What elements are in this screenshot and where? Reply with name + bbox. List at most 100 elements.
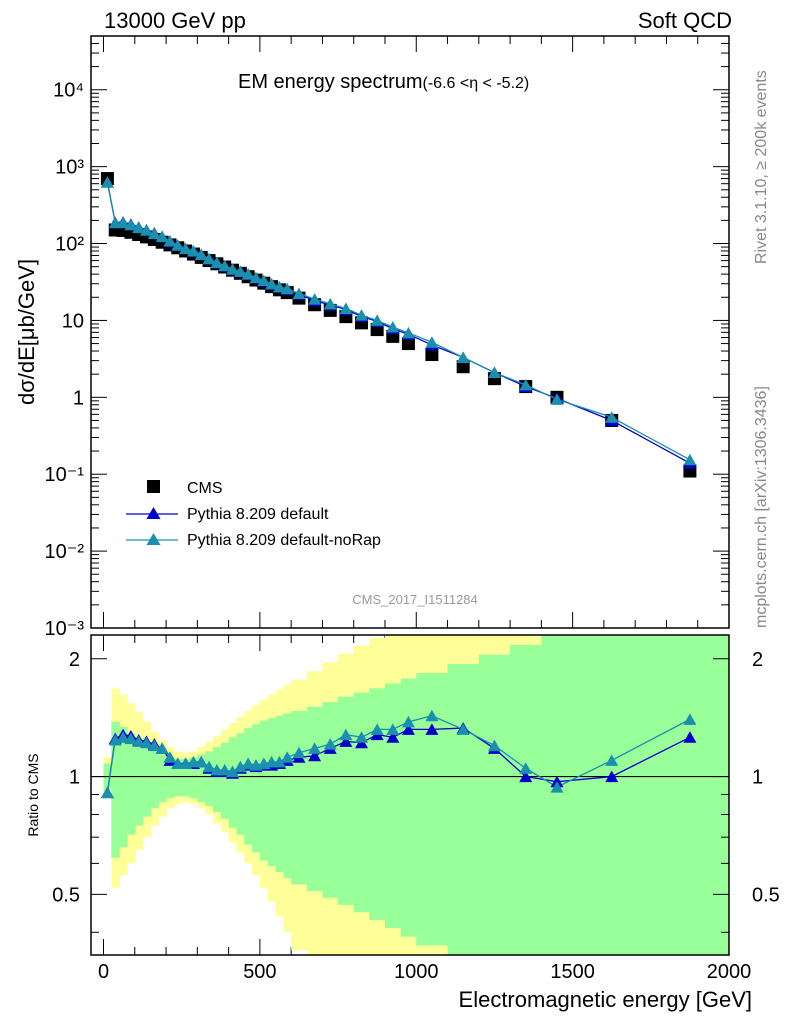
ratio-band-inner bbox=[291, 711, 308, 885]
norap-ratio-point bbox=[163, 751, 177, 763]
norap-point bbox=[132, 221, 146, 234]
norap-ratio-point bbox=[386, 723, 400, 735]
ratio-band-inner bbox=[541, 635, 574, 955]
legend-label-default: Pythia 8.209 default bbox=[187, 506, 329, 523]
ratio-band-inner bbox=[220, 742, 230, 819]
norap-ratio-point bbox=[116, 731, 130, 743]
norap-ratio-point bbox=[487, 739, 501, 752]
default-ratio-point bbox=[386, 731, 400, 743]
ratio-tick-label-right: 0.5 bbox=[752, 884, 780, 906]
default-ratio-point bbox=[605, 770, 619, 783]
ratio-band-inner bbox=[181, 758, 191, 797]
y-tick-label: 10 bbox=[62, 310, 84, 332]
rivet-version-label: Rivet 3.1.10, ≥ 200k events bbox=[753, 70, 770, 264]
norap-point bbox=[487, 366, 501, 379]
default-ratio-point bbox=[339, 735, 353, 747]
default-ratio-point bbox=[308, 749, 322, 762]
norap-ratio-point bbox=[370, 723, 384, 735]
norap-ratio-point bbox=[272, 755, 286, 768]
legend-marker-cms bbox=[147, 480, 160, 493]
norap-ratio-point bbox=[202, 760, 216, 773]
mcplots-site-label: mcplots.cern.ch [arXiv:1306.3436] bbox=[753, 386, 770, 628]
norap-point bbox=[550, 393, 564, 405]
norap-point bbox=[100, 176, 114, 188]
norap-point bbox=[683, 453, 697, 466]
ratio-band-inner bbox=[650, 635, 729, 955]
y-axis-label: dσ/dE[μb/GeV] bbox=[14, 259, 39, 405]
norap-ratio-point bbox=[292, 746, 306, 759]
norap-ratio-point bbox=[124, 732, 138, 745]
norap-point bbox=[456, 351, 470, 363]
norap-ratio-point bbox=[226, 765, 240, 778]
norap-point bbox=[147, 227, 161, 240]
cms-point bbox=[456, 360, 470, 374]
y-tick-label: 10³ bbox=[55, 157, 84, 179]
ratio-tick-label: 2 bbox=[69, 649, 80, 671]
norap-ratio-point bbox=[218, 763, 232, 776]
chart-title: EM energy spectrum bbox=[238, 71, 423, 93]
ratio-band-inner bbox=[478, 654, 511, 955]
ratio-y-axis-label: Ratio to CMS bbox=[25, 753, 41, 836]
x-tick-label: 0 bbox=[98, 961, 109, 983]
norap-ratio-point bbox=[683, 713, 697, 725]
legend: CMS Pythia 8.209 default Pythia 8.209 de… bbox=[126, 480, 381, 549]
norap-ratio-point bbox=[355, 731, 369, 743]
ratio-band-inner bbox=[572, 635, 652, 955]
legend-label-norap: Pythia 8.209 default-noRap bbox=[187, 532, 381, 549]
ratio-band-inner bbox=[205, 751, 214, 807]
ratio-band-inner bbox=[252, 724, 261, 853]
norap-point bbox=[186, 244, 200, 257]
ratio-tick-label-right: 2 bbox=[752, 649, 763, 671]
norap-point bbox=[210, 256, 224, 269]
default-ratio-point bbox=[425, 723, 439, 735]
norap-point bbox=[233, 265, 247, 277]
ratio-band-inner bbox=[119, 726, 128, 848]
y-tick-label: 10⁴ bbox=[53, 80, 84, 102]
legend-label-cms: CMS bbox=[187, 480, 223, 497]
x-tick-label: 2000 bbox=[707, 961, 752, 983]
ratio-band-inner bbox=[275, 715, 284, 873]
ratio-band-inner bbox=[150, 749, 159, 809]
norap-point bbox=[171, 239, 185, 251]
analysis-id-label: CMS_2017_I1511284 bbox=[352, 592, 478, 607]
ratio-band-inner bbox=[400, 678, 417, 937]
ratio-plot-area bbox=[91, 635, 729, 955]
ratio-band-inner bbox=[267, 718, 277, 867]
norap-point bbox=[519, 378, 533, 391]
ratio-tick-label: 0.5 bbox=[52, 884, 80, 906]
chart-title-suffix: (-6.6 <η < -5.2) bbox=[423, 75, 530, 92]
norap-ratio-point bbox=[605, 754, 619, 766]
legend-marker-norap bbox=[146, 533, 161, 545]
norap-ratio-point bbox=[147, 739, 161, 752]
norap-point bbox=[425, 336, 439, 348]
ratio-band-inner bbox=[158, 754, 167, 803]
ratio-band-inner bbox=[173, 758, 183, 797]
ratio-band-inner bbox=[134, 738, 144, 826]
ratio-band-inner bbox=[259, 720, 269, 861]
chart-title-group: EM energy spectrum(-6.6 <η < -5.2) bbox=[238, 71, 529, 93]
norap-point bbox=[355, 309, 369, 321]
ratio-axes: 0 500 1000 1500 2000 0.5 0.5 1 1 2 2 bbox=[52, 649, 780, 983]
ratio-band-inner bbox=[447, 663, 480, 955]
norap-point bbox=[339, 302, 353, 314]
norap-point bbox=[308, 293, 322, 305]
norap-point bbox=[226, 263, 240, 275]
main-plot-area bbox=[100, 172, 697, 478]
norap-ratio-point bbox=[100, 786, 114, 799]
norap-ratio-point bbox=[233, 760, 247, 773]
norap-ratio-point bbox=[401, 715, 415, 728]
x-tick-label: 1000 bbox=[394, 961, 439, 983]
ratio-band-inner bbox=[338, 696, 355, 905]
norap-point bbox=[292, 287, 306, 299]
norap-ratio-point bbox=[140, 736, 154, 749]
default-ratio-point bbox=[519, 770, 533, 783]
ratio-band-inner bbox=[369, 688, 386, 921]
norap-point bbox=[370, 314, 384, 326]
norap-point bbox=[194, 248, 208, 261]
norap-point bbox=[202, 252, 216, 265]
norap-point bbox=[116, 216, 130, 229]
x-axis-label: Electromagnetic energy [GeV] bbox=[459, 987, 752, 1012]
ratio-band-inner bbox=[142, 744, 152, 817]
norap-point bbox=[265, 277, 279, 290]
